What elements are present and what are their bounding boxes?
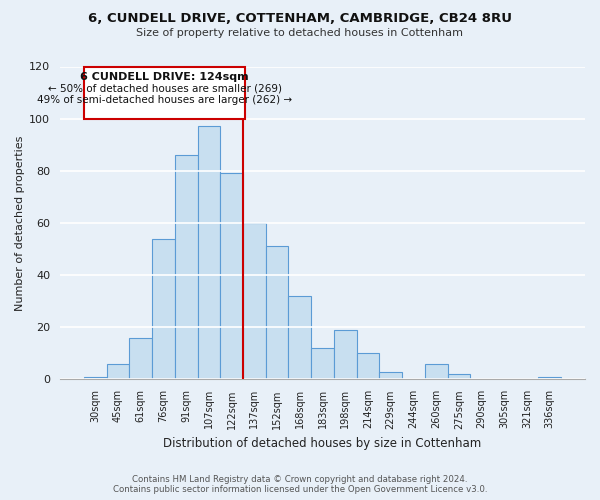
Bar <box>356 354 379 380</box>
Bar <box>311 348 334 380</box>
Bar <box>220 174 243 380</box>
Text: ← 50% of detached houses are smaller (269): ← 50% of detached houses are smaller (26… <box>47 84 281 94</box>
Text: 6, CUNDELL DRIVE, COTTENHAM, CAMBRIDGE, CB24 8RU: 6, CUNDELL DRIVE, COTTENHAM, CAMBRIDGE, … <box>88 12 512 26</box>
Bar <box>289 296 311 380</box>
Text: Size of property relative to detached houses in Cottenham: Size of property relative to detached ho… <box>137 28 464 38</box>
Bar <box>334 330 356 380</box>
X-axis label: Distribution of detached houses by size in Cottenham: Distribution of detached houses by size … <box>163 437 482 450</box>
Bar <box>130 338 152 380</box>
Bar <box>107 364 130 380</box>
Bar <box>425 364 448 380</box>
Text: Contains HM Land Registry data © Crown copyright and database right 2024.: Contains HM Land Registry data © Crown c… <box>132 475 468 484</box>
Bar <box>266 246 289 380</box>
Bar <box>538 377 561 380</box>
FancyBboxPatch shape <box>84 66 245 118</box>
Bar <box>243 223 266 380</box>
Bar <box>379 372 402 380</box>
Bar <box>448 374 470 380</box>
Bar <box>175 155 197 380</box>
Bar <box>84 377 107 380</box>
Bar <box>152 238 175 380</box>
Y-axis label: Number of detached properties: Number of detached properties <box>15 136 25 310</box>
Text: Contains public sector information licensed under the Open Government Licence v3: Contains public sector information licen… <box>113 485 487 494</box>
Text: 49% of semi-detached houses are larger (262) →: 49% of semi-detached houses are larger (… <box>37 95 292 105</box>
Bar <box>197 126 220 380</box>
Text: 6 CUNDELL DRIVE: 124sqm: 6 CUNDELL DRIVE: 124sqm <box>80 72 249 82</box>
